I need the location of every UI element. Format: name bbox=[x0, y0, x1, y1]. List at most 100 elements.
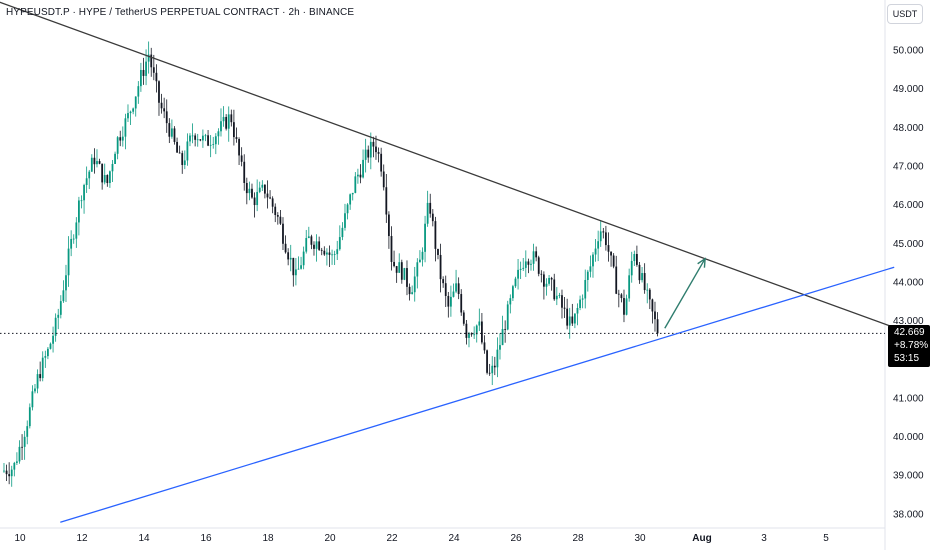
candle-body bbox=[475, 325, 478, 335]
candle-body bbox=[535, 251, 538, 258]
candle-body bbox=[173, 128, 176, 142]
candle-body bbox=[181, 153, 184, 165]
candle-body bbox=[517, 269, 519, 279]
candle-body bbox=[222, 116, 225, 122]
candle-body bbox=[209, 144, 212, 146]
bar-countdown-label: 53:15 bbox=[894, 353, 920, 364]
candle-body bbox=[67, 248, 70, 276]
candle-body bbox=[183, 160, 186, 165]
candle-body bbox=[103, 175, 106, 183]
candle-body bbox=[158, 81, 160, 103]
x-tick-label: 26 bbox=[510, 533, 522, 544]
candle-body bbox=[318, 241, 321, 250]
candle-body bbox=[651, 299, 654, 312]
candle-body bbox=[641, 273, 643, 281]
candle-body bbox=[372, 141, 375, 147]
y-tick-label: 47.000 bbox=[893, 161, 924, 172]
y-tick-label: 38.000 bbox=[893, 509, 924, 520]
y-tick-label: 39.000 bbox=[893, 471, 924, 482]
candle-body bbox=[52, 335, 54, 344]
candle-body bbox=[284, 243, 287, 253]
candle-body bbox=[563, 307, 566, 309]
candle-body bbox=[496, 349, 499, 368]
candle-body bbox=[473, 334, 476, 336]
candle-body bbox=[10, 469, 13, 477]
candle-body bbox=[75, 222, 78, 239]
candle-body bbox=[380, 153, 383, 172]
candle-body bbox=[333, 254, 336, 255]
candle-body bbox=[400, 262, 403, 280]
candle-body bbox=[297, 268, 300, 270]
candle-body bbox=[431, 213, 434, 222]
candle-body bbox=[39, 374, 42, 379]
candle-body bbox=[514, 278, 517, 287]
candle-body bbox=[558, 295, 561, 296]
candle-body bbox=[357, 174, 359, 177]
candle-body bbox=[540, 273, 543, 275]
candle-body bbox=[245, 182, 248, 194]
candle-body bbox=[382, 171, 385, 188]
candle-body bbox=[116, 137, 119, 154]
candle-body bbox=[421, 251, 424, 260]
candle-body bbox=[561, 295, 563, 308]
candle-body bbox=[96, 161, 98, 165]
candle-body bbox=[83, 185, 85, 201]
candle-body bbox=[532, 251, 535, 264]
candle-body bbox=[186, 141, 189, 161]
candle-body bbox=[481, 321, 483, 343]
candle-body bbox=[160, 102, 163, 109]
candle-body bbox=[341, 227, 344, 238]
candle-body bbox=[155, 72, 158, 82]
candle-body bbox=[243, 161, 246, 183]
x-tick-label: 30 bbox=[634, 533, 646, 544]
candle-body bbox=[509, 298, 512, 305]
candle-body bbox=[204, 135, 207, 137]
x-tick-label: 20 bbox=[324, 533, 336, 544]
candle-body bbox=[114, 153, 116, 164]
candle-body bbox=[406, 268, 408, 287]
candle-body bbox=[385, 187, 388, 215]
candle-body bbox=[460, 294, 463, 313]
y-tick-label: 45.000 bbox=[893, 239, 924, 250]
candle-body bbox=[21, 446, 23, 448]
candle-body bbox=[127, 113, 129, 119]
candle-body bbox=[34, 388, 36, 392]
candle-body bbox=[323, 250, 326, 255]
candle-body bbox=[264, 184, 266, 194]
candle-body bbox=[70, 238, 73, 249]
candle-body bbox=[444, 283, 447, 296]
trendline-support bbox=[60, 266, 895, 523]
candle-body bbox=[295, 269, 297, 276]
candle-body bbox=[369, 141, 372, 158]
candle-body bbox=[483, 342, 486, 351]
trendline-resistance bbox=[0, 1, 895, 329]
candle-body bbox=[597, 241, 600, 249]
candle-body bbox=[194, 135, 197, 140]
candle-body bbox=[331, 254, 333, 256]
candle-body bbox=[202, 135, 204, 141]
x-tick-label: 3 bbox=[761, 533, 767, 544]
candle-body bbox=[584, 279, 587, 299]
candle-body bbox=[388, 214, 390, 237]
candle-body bbox=[5, 470, 8, 475]
candle-body bbox=[62, 290, 65, 302]
x-tick-label: Aug bbox=[692, 533, 711, 544]
candle-body bbox=[93, 157, 96, 165]
candle-body bbox=[615, 266, 618, 294]
candle-body bbox=[522, 267, 525, 269]
y-tick-label: 50.000 bbox=[893, 46, 924, 57]
candle-body bbox=[555, 295, 558, 300]
candle-body bbox=[121, 136, 124, 141]
candle-body bbox=[628, 275, 631, 299]
projection-arrow-shaft bbox=[664, 258, 706, 329]
candle-body bbox=[408, 286, 411, 295]
candle-body bbox=[57, 314, 60, 318]
candle-body bbox=[266, 193, 269, 198]
candle-body bbox=[625, 298, 628, 315]
candle-body bbox=[207, 135, 209, 146]
currency-button[interactable]: USDT bbox=[887, 4, 923, 24]
candle-body bbox=[457, 283, 460, 295]
candle-body bbox=[364, 149, 367, 160]
x-tick-label: 12 bbox=[76, 533, 88, 544]
